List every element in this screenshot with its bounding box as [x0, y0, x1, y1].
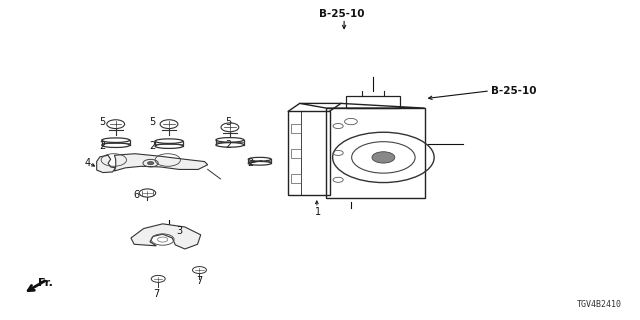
Text: 3: 3	[176, 226, 182, 236]
Text: 2: 2	[247, 158, 253, 168]
Text: 4: 4	[84, 158, 90, 168]
Text: 5: 5	[225, 117, 231, 127]
Bar	[346, 96, 400, 108]
Circle shape	[147, 162, 154, 165]
Text: 7: 7	[196, 276, 203, 286]
Text: 1: 1	[315, 207, 321, 217]
Text: 5: 5	[99, 117, 106, 127]
Bar	[291, 124, 301, 133]
Text: B-25-10: B-25-10	[319, 9, 365, 19]
Text: TGV4B2410: TGV4B2410	[577, 300, 621, 309]
Polygon shape	[115, 154, 208, 171]
Polygon shape	[131, 224, 201, 249]
Text: 2: 2	[148, 141, 155, 151]
Text: 6: 6	[133, 189, 139, 200]
Text: 5: 5	[148, 117, 155, 127]
Text: B-25-10: B-25-10	[492, 86, 537, 96]
Text: Fr.: Fr.	[38, 278, 52, 288]
Circle shape	[372, 152, 395, 163]
Text: 7: 7	[153, 289, 159, 299]
Bar	[288, 111, 330, 195]
Text: 2: 2	[99, 141, 106, 151]
Polygon shape	[97, 155, 116, 172]
Bar	[326, 108, 425, 198]
Bar	[291, 174, 301, 183]
Bar	[291, 149, 301, 158]
Text: 2: 2	[225, 140, 231, 150]
